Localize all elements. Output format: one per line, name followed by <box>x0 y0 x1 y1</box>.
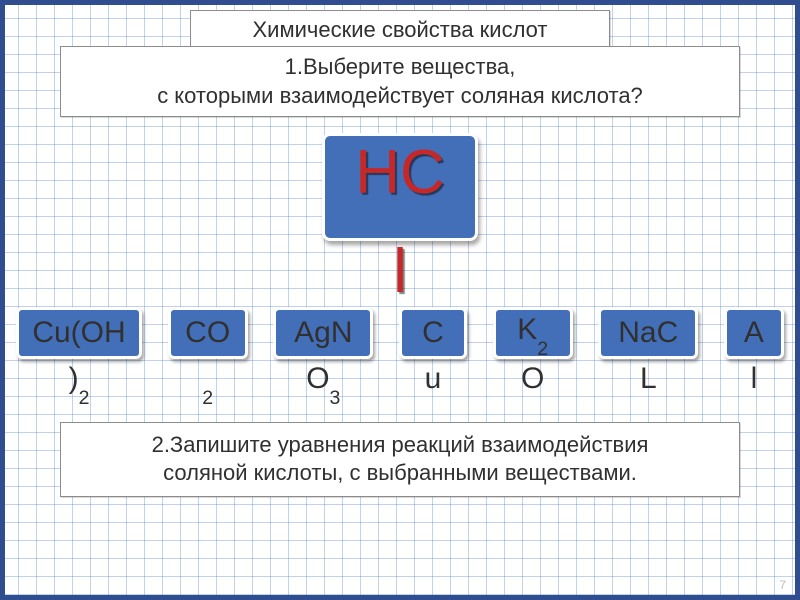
answer-box: 2.Запишите уравнения реакций взаимодейст… <box>60 422 740 497</box>
tile-group-co2: CO 2 <box>168 307 248 401</box>
tile-overflow: u <box>425 361 442 397</box>
content-area: Химические свойства кислот 1.Выберите ве… <box>0 0 800 600</box>
tile-label: A <box>744 318 764 348</box>
center-tile-overflow: l <box>393 241 407 303</box>
page-number: 7 <box>779 578 786 592</box>
tiles-row: Cu(OH )2 CO 2 AgN O3 C <box>16 307 784 401</box>
center-tile-wrap: НС l <box>16 121 784 321</box>
center-tile[interactable]: НС <box>322 133 478 241</box>
tile-label: CO <box>185 318 230 348</box>
question-line1: 1.Выберите вещества, <box>285 54 516 79</box>
tile-overflow: L <box>640 361 657 397</box>
tile-group-cu-oh-2: Cu(OH )2 <box>16 307 142 401</box>
title-text: Химические свойства кислот <box>253 17 548 42</box>
tile-label: AgN <box>294 318 352 348</box>
tile-label: Cu(OH <box>32 318 125 348</box>
answer-line1: 2.Запишите уравнения реакций взаимодейст… <box>152 432 649 457</box>
tile-overflow: 2 <box>202 361 213 401</box>
tile-overflow: l <box>751 361 758 397</box>
question-box: 1.Выберите вещества, с которыми взаимоде… <box>60 46 740 117</box>
answer-line2: соляной кислоты, с выбранными веществами… <box>163 460 637 485</box>
tile-label: NaC <box>618 318 678 348</box>
tile-label: C <box>422 318 444 348</box>
title-box: Химические свойства кислот <box>190 10 610 50</box>
tile-overflow: O <box>521 361 544 397</box>
tile-overflow: O3 <box>306 361 340 401</box>
question-line2: с которыми взаимодействует соляная кисло… <box>157 83 643 108</box>
tile-overflow: )2 <box>69 361 90 401</box>
center-tile-text: НС <box>355 138 445 207</box>
tile-group-agno3: AgN O3 <box>273 307 373 401</box>
